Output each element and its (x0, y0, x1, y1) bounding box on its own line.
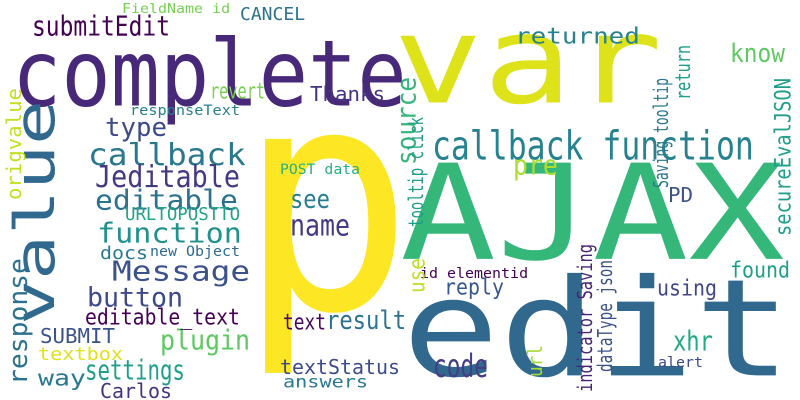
word-complete: complete (12, 19, 407, 128)
word-docs: docs (100, 242, 148, 264)
word-origvalue: origvalue (2, 88, 26, 200)
word-tooltip-click: tooltip click (404, 117, 428, 227)
word-message: Message (112, 254, 251, 288)
word-p: p (238, 20, 414, 383)
word-result: result (326, 304, 407, 336)
word-ajax: AJAX (400, 136, 785, 291)
word-found: found (730, 257, 791, 283)
word-textbox: textbox (38, 343, 124, 365)
word-id-elementid: id elementid (420, 264, 529, 282)
word-editable: editable (95, 183, 238, 217)
word-name: name (290, 208, 350, 243)
word-indicator-saving: indicator Saving (573, 243, 597, 392)
word-textstatus: textStatus (280, 355, 401, 379)
word-saving-tooltip: Saving tooltip (649, 78, 673, 188)
word-pd: PD (668, 183, 694, 207)
word-urltopostto: URLTOPOSTTO (125, 203, 241, 225)
word-callback-function: callback function (432, 122, 754, 170)
word-post-data: POST data (280, 160, 360, 178)
word-answers: answers (283, 371, 369, 392)
word-callback: callback (88, 137, 246, 173)
word-response: response (2, 258, 34, 385)
word-submit: SUBMIT (40, 324, 116, 348)
word-text: text (283, 309, 326, 335)
word-thanks: Thanks (310, 82, 386, 106)
word-see: see (290, 183, 330, 215)
word-alert: alert (658, 353, 704, 371)
word-carlos: Carlos (100, 379, 173, 400)
word-settings: settings (85, 353, 185, 387)
word-return: return (671, 44, 695, 100)
word-xhr: xhr (673, 324, 713, 358)
word-revert: revert (210, 78, 266, 104)
word-submitedit: submitEdit (32, 9, 171, 43)
word-code: code (433, 347, 488, 385)
word-url: url (523, 345, 547, 377)
word-reply: reply (444, 274, 505, 300)
word-fieldname-id: FieldName id (122, 0, 231, 17)
word-function: function (97, 216, 242, 250)
word-pre: pre (513, 148, 558, 182)
word-new-object: new Object (150, 242, 241, 260)
word-using: using (657, 275, 718, 301)
word-var: var (393, 0, 663, 132)
word-datatype-json: dataType json (593, 260, 617, 372)
word-edit: edit (402, 249, 792, 400)
word-way: way (38, 365, 86, 391)
word-know: know (730, 37, 785, 69)
word-plugin: plugin (160, 323, 251, 357)
word-cancel: CANCEL (240, 3, 306, 25)
word-responsetext: responseText (130, 101, 241, 119)
word-editable-text: editable_text (85, 304, 240, 330)
word-button: button (87, 281, 184, 314)
word-jeditable: Jeditable (95, 159, 240, 195)
word-secureevaljson: secureEvalJSON (770, 78, 796, 236)
word-type: type (105, 111, 167, 143)
word-returned: returned (515, 23, 640, 49)
word-use: use (404, 258, 430, 293)
